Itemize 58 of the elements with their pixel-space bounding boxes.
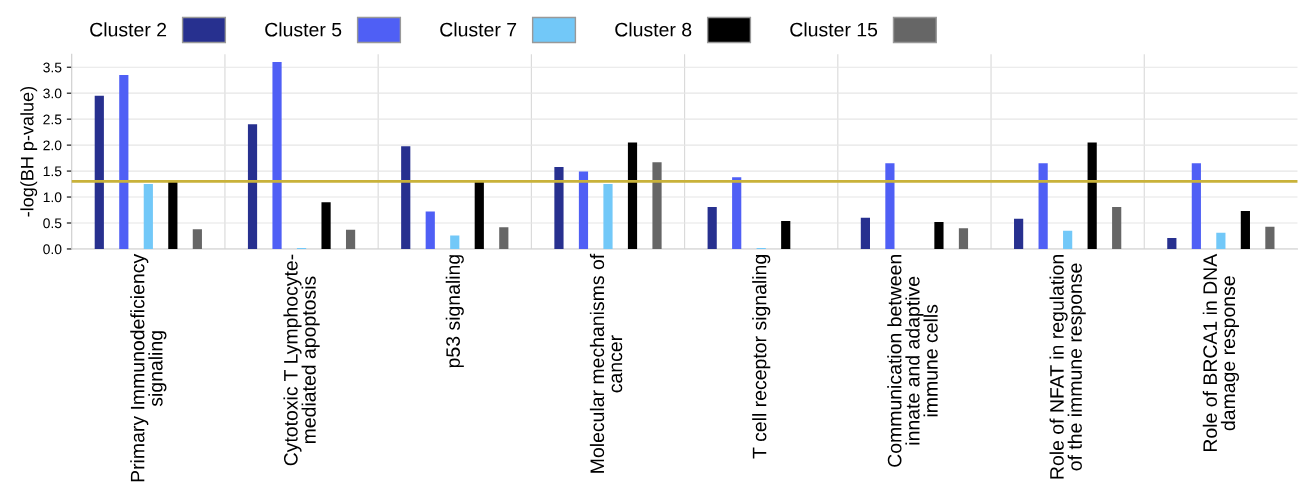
y-axis-title: -log(BH p-value) — [20, 86, 38, 217]
bar — [192, 229, 202, 249]
y-tick-label: 1.0 — [43, 192, 62, 203]
bar — [707, 206, 717, 249]
bar — [1240, 211, 1250, 249]
bar — [1087, 142, 1097, 249]
bar — [1191, 163, 1201, 249]
bar — [474, 181, 484, 249]
x-tick-label: T cell receptor signaling — [752, 255, 771, 459]
bar — [321, 202, 331, 249]
y-tick-label: 3.0 — [43, 88, 62, 99]
bar — [652, 162, 662, 249]
bar — [958, 228, 969, 249]
bar — [603, 184, 613, 249]
bar — [272, 62, 282, 249]
bar — [450, 235, 460, 249]
y-tick-label: 2.0 — [43, 140, 62, 151]
y-tick-label: 2.5 — [43, 114, 62, 125]
bar — [627, 142, 638, 249]
y-tick-label: 0.5 — [43, 218, 62, 229]
bar — [499, 227, 509, 249]
bar — [885, 163, 895, 249]
x-tick-label: Communication between innate and adaptive immune cells — [887, 255, 938, 467]
y-tick-label: 0.0 — [43, 244, 62, 255]
bar — [1265, 226, 1275, 249]
bar — [554, 166, 564, 249]
bar — [1063, 230, 1073, 249]
bar — [119, 75, 129, 249]
bar — [1112, 206, 1122, 249]
bar — [345, 229, 356, 249]
bar — [781, 220, 791, 249]
bar — [1014, 218, 1024, 249]
bar — [425, 211, 435, 249]
legend-label: Cluster 8 — [615, 22, 692, 37]
legend-label: Cluster 7 — [440, 22, 517, 37]
x-tick-label: Primary Immunodeficiency signaling — [130, 253, 167, 482]
bar — [168, 181, 178, 249]
x-tick-label: Role of BRCA1 in DNA damage response — [1202, 253, 1239, 452]
bar — [732, 177, 742, 249]
bar — [578, 171, 589, 249]
legend-label: Cluster 5 — [265, 22, 342, 37]
bar — [934, 221, 944, 249]
x-tick-label: Cytotoxic T Lymphocyte- mediated apoptosis — [283, 254, 320, 466]
y-tick-label: 3.5 — [43, 62, 62, 73]
x-tick-label: Role of NFAT in regulation of the immune response — [1049, 255, 1086, 479]
bar — [94, 95, 104, 249]
bar — [143, 184, 153, 249]
legend-label: Cluster 2 — [90, 22, 167, 37]
legend-label: Cluster 15 — [790, 22, 878, 37]
bar — [1216, 232, 1226, 249]
bar — [247, 124, 258, 249]
x-tick-label: Molecular mechanisms of cancer — [589, 253, 623, 473]
bar — [401, 146, 411, 249]
bar — [860, 217, 870, 249]
x-tick-label: p53 signaling — [445, 255, 464, 368]
y-tick-label: 1.5 — [43, 166, 62, 177]
bar — [1038, 163, 1048, 249]
bar — [1167, 238, 1177, 249]
